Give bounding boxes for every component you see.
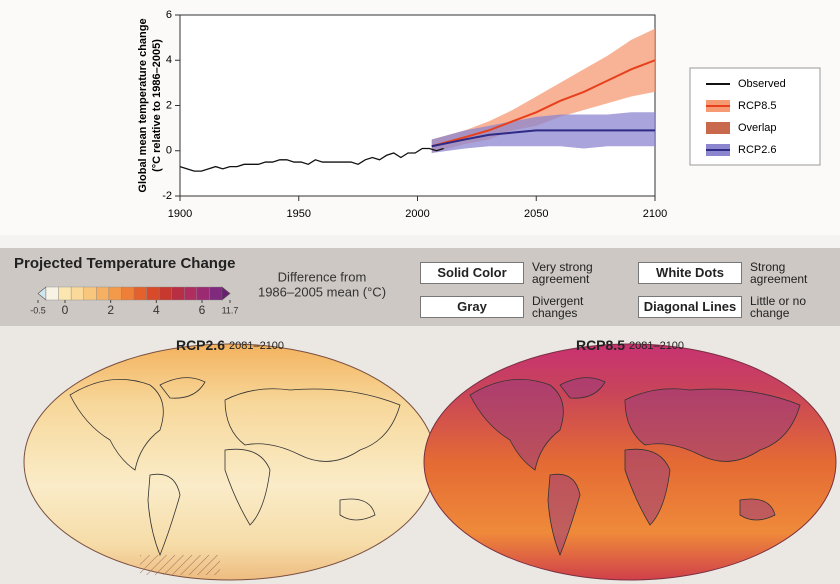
hatch: [140, 555, 220, 575]
x-tick-label: 1900: [168, 208, 192, 220]
y-tick-label: -2: [162, 190, 172, 202]
map-name: RCP2.6: [176, 337, 225, 353]
colorbar-label: 2: [107, 303, 114, 317]
legend-label: RCP2.6: [738, 144, 777, 156]
colorbar-caption: 1986–2005 mean (°C): [258, 284, 386, 299]
y-axis-label: Global mean temperature change: [137, 18, 149, 192]
key-box: Diagonal Lines: [638, 296, 742, 318]
key-box: Gray: [420, 296, 524, 318]
color-cell: [146, 286, 160, 301]
colorbar-end: [221, 286, 231, 301]
legend-label: Overlap: [738, 122, 777, 134]
legend-swatch: [706, 122, 730, 134]
key-text: Little or no change: [750, 294, 807, 320]
colorbar-label: 0: [62, 303, 69, 317]
y-tick-label: 2: [166, 99, 172, 111]
map-period: 2081–2100: [629, 340, 684, 352]
color-cell: [133, 286, 147, 301]
map-name: RCP8.5: [576, 337, 625, 353]
x-tick-label: 2000: [405, 208, 429, 220]
map-rcp26: [23, 343, 437, 581]
key-text: Strong agreement: [750, 260, 808, 286]
color-cell: [108, 286, 122, 301]
color-cell: [83, 286, 97, 301]
legend-label: Observed: [738, 78, 786, 90]
y-tick-label: 4: [166, 54, 172, 66]
color-cell: [209, 286, 223, 301]
colorbar-label: 6: [199, 303, 206, 317]
colorbar-caption: Difference from: [278, 269, 367, 284]
y-axis-label: (°C relative to 1986–2005): [151, 39, 163, 172]
x-tick-label: 1950: [287, 208, 311, 220]
colorbar-label: 11.7: [222, 305, 239, 315]
uncertainty-band: [431, 28, 655, 154]
map-title: RCP8.5 2081–2100: [576, 337, 684, 353]
y-tick-label: 0: [166, 145, 172, 157]
key-title: Projected Temperature Change: [14, 255, 235, 272]
colorbar-label: 4: [153, 303, 160, 317]
key-text: Very strong agreement: [532, 260, 593, 286]
color-cell: [45, 286, 59, 301]
colorbar-label: -0.5: [30, 305, 46, 315]
color-cell: [96, 286, 110, 301]
series-line: [431, 59, 656, 148]
color-cell: [184, 286, 198, 301]
color-cell: [158, 286, 172, 301]
map-period: 2081–2100: [229, 340, 284, 352]
map-title: RCP2.6 2081–2100: [176, 337, 284, 353]
color-cell: [121, 286, 135, 301]
color-cell: [196, 286, 210, 301]
x-tick-label: 2050: [524, 208, 548, 220]
color-cell: [58, 286, 72, 301]
legend-label: RCP8.5: [738, 100, 777, 112]
maps: [23, 343, 837, 581]
series-line: [179, 147, 444, 172]
color-cell: [70, 286, 84, 301]
key-text: Divergent changes: [532, 294, 584, 320]
uncertainty-band: [431, 112, 655, 154]
y-tick-label: 6: [166, 9, 172, 21]
continents-left: [69, 377, 401, 557]
key-box: Solid Color: [420, 262, 524, 284]
key-box: White Dots: [638, 262, 742, 284]
series-line: [431, 129, 655, 148]
color-cell: [171, 286, 185, 301]
continents-right: [469, 377, 801, 557]
x-tick-label: 2100: [643, 208, 667, 220]
